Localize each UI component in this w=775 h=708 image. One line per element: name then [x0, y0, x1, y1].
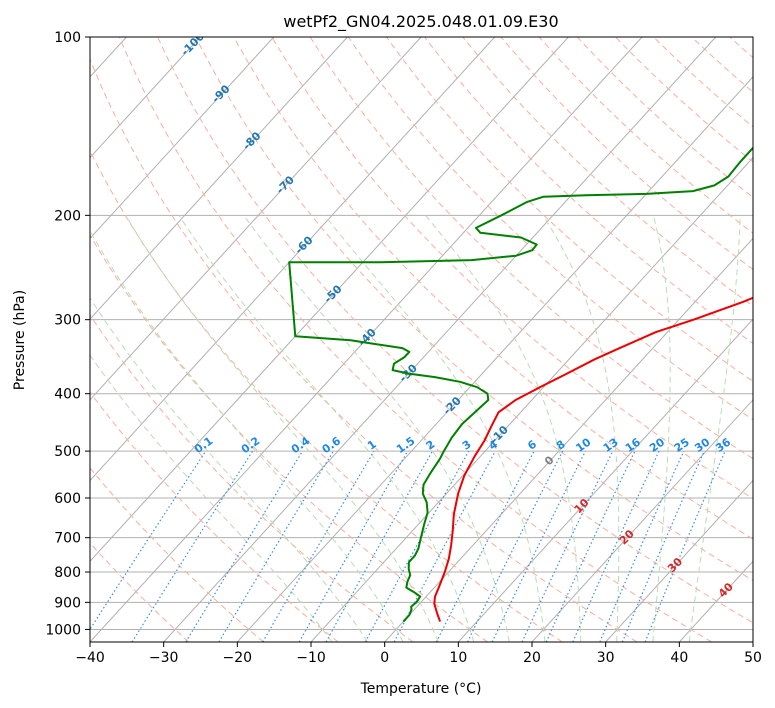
dry-adiabat-line: [90, 149, 563, 642]
mixing-ratio-line: [90, 450, 207, 631]
mixing-ratio-line: [185, 450, 304, 642]
isotherm-line: [163, 37, 717, 642]
moist-adiabat-line: [243, 215, 510, 642]
mixing-ratio-line: [644, 450, 726, 642]
dry-adiabat-line: [424, 37, 753, 344]
moist-adiabat-line: [652, 215, 671, 642]
isotherm-line: [384, 237, 753, 642]
moist-adiabat-line: [425, 214, 582, 642]
x-tick-label: 0: [380, 650, 389, 666]
y-tick-label: 800: [54, 565, 81, 581]
dry-adiabat-line: [271, 37, 753, 500]
moist-adiabat-line: [688, 215, 741, 642]
mixing-ratio-line: [599, 450, 685, 642]
isotherm-line: [236, 76, 753, 642]
y-axis-label: Pressure (hPa): [12, 290, 28, 390]
x-tick-label: 50: [744, 650, 762, 666]
isotherm-line: [90, 37, 569, 563]
temperature-profile-line: [433, 296, 753, 622]
mixing-ratio-line: [466, 450, 564, 642]
x-axis: −40 −30 −20 −10 0 10 20 30 40 50: [75, 642, 762, 666]
dry-adiabat-line: [386, 37, 753, 382]
x-tick-label: 40: [670, 650, 688, 666]
isotherm-line: [605, 479, 753, 642]
isotherm-line: [457, 318, 753, 642]
dry-adiabat-line: [576, 37, 753, 198]
x-tick-label: 20: [523, 650, 541, 666]
moist-adiabat-line: [90, 230, 404, 642]
mixing-ratio-line: [572, 450, 660, 642]
dry-adiabat-line: [233, 37, 753, 540]
dry-adiabat-line: [90, 314, 414, 642]
y-tick-label: 700: [54, 531, 81, 547]
y-tick-label: 200: [54, 208, 81, 224]
x-tick-label: 10: [449, 650, 467, 666]
dewpoint-profile-line: [288, 146, 753, 623]
mixing-ratio-line: [621, 450, 705, 642]
x-tick-label: −10: [296, 650, 326, 666]
y-tick-label: 1000: [45, 622, 81, 638]
isotherm-line: [90, 37, 348, 320]
y-axis: 100 200 300 400 500 600 700 800 900 1000: [45, 30, 90, 638]
y-tick-label: 900: [54, 595, 81, 611]
dry-adiabat-line: [118, 37, 712, 642]
x-tick-label: −40: [75, 650, 105, 666]
dry-adiabat-line: [90, 391, 339, 642]
isotherm-line: [90, 37, 275, 240]
dry-adiabat-line: [500, 37, 753, 270]
x-tick-label: −30: [149, 650, 179, 666]
isotherm-line: [531, 399, 753, 642]
moist-adiabat-line: [324, 214, 546, 642]
dry-adiabat-line: [538, 37, 753, 234]
dry-adiabat-line: [157, 37, 753, 624]
plot-frame: [89, 36, 754, 643]
mixing-ratio-line: [131, 450, 254, 642]
y-tick-label: 500: [54, 444, 81, 460]
moist-adiabat-line: [125, 215, 439, 642]
y-tick-label: 100: [54, 30, 81, 46]
mixing-ratio-line: [393, 450, 496, 642]
moist-adiabat-line: [90, 297, 369, 642]
isotherm-line: [90, 37, 643, 642]
dry-adiabat-line: [309, 37, 753, 460]
dry-adiabat-line: [195, 37, 753, 582]
y-tick-label: 300: [54, 313, 81, 329]
y-tick-label: 400: [54, 387, 81, 403]
x-tick-label: 30: [597, 650, 615, 666]
x-axis-label: Temperature (°C): [360, 681, 482, 697]
isotherm-line: [90, 37, 422, 401]
y-tick-label: 600: [54, 491, 81, 507]
mixing-ratio-line: [364, 450, 470, 642]
x-tick-label: −20: [223, 650, 253, 666]
isotherm-line: [90, 37, 201, 159]
isotherm-line: [90, 37, 496, 482]
mixing-ratio-line: [325, 450, 434, 642]
moist-adiabat-line: [542, 215, 620, 642]
chart-title: wetPf2_GN04.2025.048.01.09.E30: [283, 12, 558, 32]
